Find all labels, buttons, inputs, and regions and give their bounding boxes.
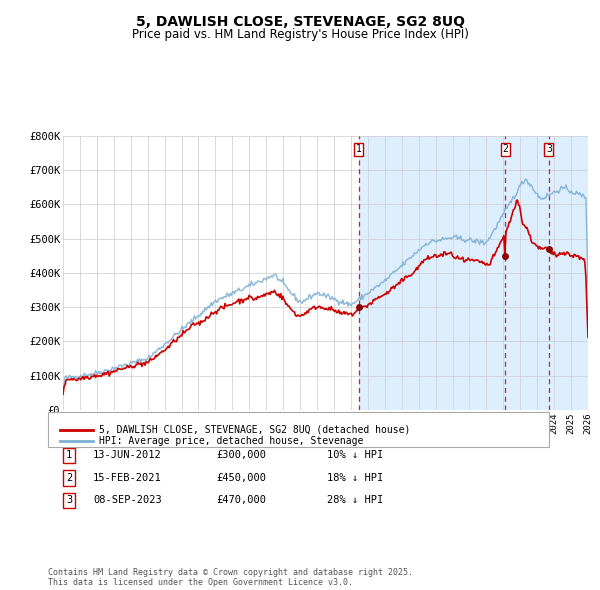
Text: 2: 2	[66, 473, 72, 483]
Text: 3: 3	[66, 496, 72, 505]
Text: 5, DAWLISH CLOSE, STEVENAGE, SG2 8UQ: 5, DAWLISH CLOSE, STEVENAGE, SG2 8UQ	[136, 15, 464, 29]
Text: 5, DAWLISH CLOSE, STEVENAGE, SG2 8UQ (detached house): 5, DAWLISH CLOSE, STEVENAGE, SG2 8UQ (de…	[99, 425, 410, 434]
Bar	[359, 136, 588, 410]
Bar	[571, 136, 588, 410]
Text: £470,000: £470,000	[216, 496, 266, 505]
Text: 3: 3	[546, 145, 552, 154]
Text: 1: 1	[356, 145, 361, 154]
Text: £300,000: £300,000	[216, 451, 266, 460]
Text: £450,000: £450,000	[216, 473, 266, 483]
Text: 08-SEP-2023: 08-SEP-2023	[93, 496, 162, 505]
Text: 15-FEB-2021: 15-FEB-2021	[93, 473, 162, 483]
Text: 1: 1	[66, 451, 72, 460]
Text: 2: 2	[502, 145, 508, 154]
Text: 10% ↓ HPI: 10% ↓ HPI	[327, 451, 383, 460]
Text: Price paid vs. HM Land Registry's House Price Index (HPI): Price paid vs. HM Land Registry's House …	[131, 28, 469, 41]
Text: HPI: Average price, detached house, Stevenage: HPI: Average price, detached house, Stev…	[99, 437, 364, 446]
Text: 13-JUN-2012: 13-JUN-2012	[93, 451, 162, 460]
Text: 28% ↓ HPI: 28% ↓ HPI	[327, 496, 383, 505]
Text: 18% ↓ HPI: 18% ↓ HPI	[327, 473, 383, 483]
Text: Contains HM Land Registry data © Crown copyright and database right 2025.
This d: Contains HM Land Registry data © Crown c…	[48, 568, 413, 587]
